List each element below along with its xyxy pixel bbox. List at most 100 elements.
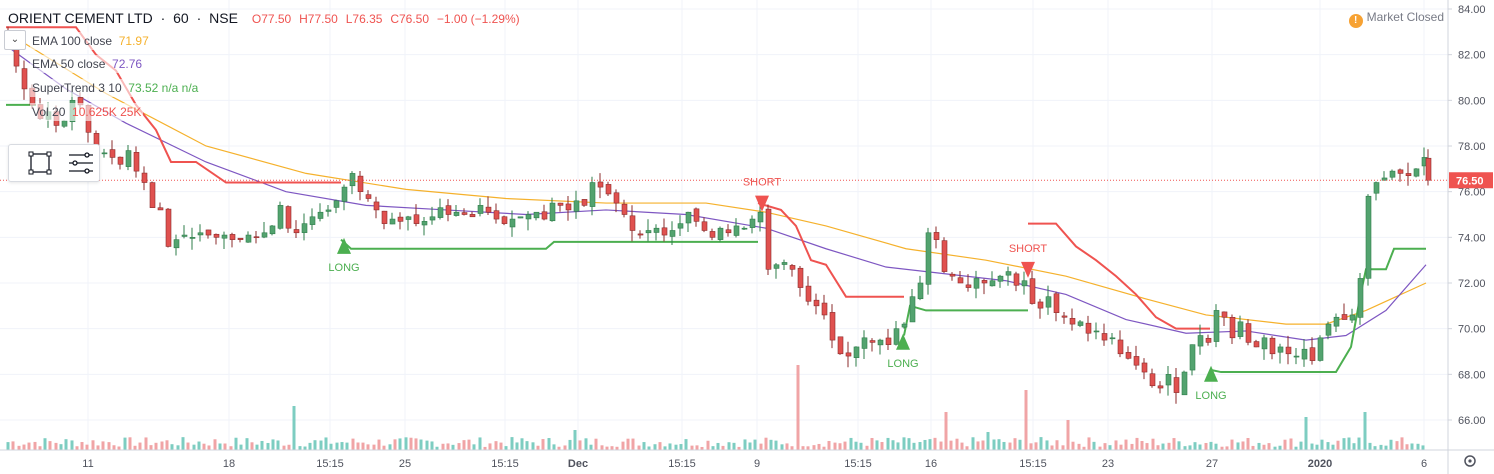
- volume-bar: [43, 438, 47, 450]
- candle-body: [205, 229, 212, 236]
- volume-bar: [1204, 442, 1208, 450]
- list-settings-icon[interactable]: [69, 152, 93, 174]
- candle-body: [757, 211, 764, 223]
- candle-body: [789, 265, 796, 270]
- settings-gear-icon[interactable]: [1464, 455, 1476, 467]
- candle-body: [213, 233, 220, 238]
- market-status[interactable]: ! Market Closed: [1348, 10, 1444, 28]
- ema100-line: [5, 31, 1427, 325]
- volume-bar: [918, 442, 922, 450]
- ema100-path: [5, 31, 1427, 325]
- symbol-header: ORIENT CEMENT LTD · 60 · NSE O77.50 H77.…: [8, 10, 520, 26]
- volume-bar: [547, 438, 551, 450]
- volume-bar: [260, 440, 264, 450]
- volume-bar: [1347, 437, 1351, 450]
- volume-bar: [1405, 444, 1409, 450]
- volume-bar: [1236, 442, 1240, 450]
- candle-body: [1397, 169, 1404, 174]
- candle-body: [565, 203, 572, 211]
- candle-body: [477, 205, 484, 214]
- volume-bar: [1024, 390, 1028, 450]
- volume-bar: [812, 445, 816, 450]
- indicator-ema100[interactable]: EMA 100 close 71.97: [30, 32, 151, 50]
- long-arrow-icon: [337, 237, 351, 254]
- volume-bar: [1013, 438, 1017, 450]
- candle-body: [773, 264, 780, 269]
- candle-body: [989, 280, 996, 287]
- rectangle-select-icon[interactable]: [28, 151, 52, 175]
- legend-collapse-button[interactable]: ⌄: [4, 30, 26, 50]
- volume-bar: [1177, 441, 1181, 450]
- volume-bar: [1098, 446, 1102, 450]
- candle-body: [1173, 377, 1180, 393]
- volume-bar: [716, 442, 720, 450]
- candle-body: [1285, 346, 1292, 355]
- volume-bar: [377, 439, 381, 450]
- price-tick-label: 72.00: [1458, 278, 1486, 290]
- volume-bar: [271, 439, 275, 450]
- volume-bar: [1251, 445, 1255, 450]
- volume-bar: [239, 444, 243, 450]
- volume-bar: [1220, 446, 1224, 450]
- volume-bar: [345, 442, 349, 450]
- candle-body: [749, 218, 756, 228]
- indicator-ema50[interactable]: EMA 50 close 72.76: [30, 55, 145, 73]
- candle-body: [269, 225, 276, 235]
- indicator-volume[interactable]: Vol 20 10.625K 25K: [30, 103, 144, 121]
- volume-bar: [1230, 439, 1234, 450]
- volume-bar: [753, 439, 757, 450]
- volume-bar: [955, 438, 959, 450]
- volume-bar: [880, 442, 884, 450]
- volume-bar: [234, 437, 238, 450]
- time-tick-label: Dec: [568, 458, 588, 470]
- volume-bar: [287, 444, 291, 450]
- volume-bar: [1379, 444, 1383, 450]
- volume-bar: [578, 440, 582, 450]
- supertrend-line: [6, 26, 1426, 374]
- volume-bar: [361, 442, 365, 450]
- volume-bar: [176, 445, 180, 450]
- volume-bar: [1039, 437, 1043, 450]
- candle-body: [317, 211, 324, 219]
- candle-body: [861, 337, 868, 349]
- candle-body: [909, 296, 916, 323]
- candle-body: [453, 211, 460, 216]
- volume-bar: [780, 444, 784, 450]
- candle-body: [661, 227, 668, 236]
- candlesticks: [5, 26, 1432, 404]
- indicator-supertrend[interactable]: SuperTrend 3 10 73.52 n/a n/a: [30, 79, 201, 97]
- candle-body: [237, 237, 244, 240]
- candle-body: [853, 346, 860, 358]
- candle-body: [685, 211, 692, 224]
- candle-body: [253, 236, 260, 239]
- gear-ring: [1464, 455, 1476, 467]
- volume-bar: [1400, 437, 1404, 450]
- volume-bar: [626, 438, 630, 450]
- volume-bar: [642, 442, 646, 450]
- candle-body: [733, 225, 740, 236]
- volume-bar: [1304, 417, 1308, 450]
- volume-bar: [499, 442, 503, 450]
- ohlc-close: C76.50: [390, 12, 430, 26]
- volume-bar: [1103, 443, 1107, 450]
- volume-bars: [6, 365, 1425, 450]
- volume-bar: [202, 443, 206, 450]
- volume-bar: [128, 437, 132, 450]
- volume-bar: [1389, 439, 1393, 450]
- volume-bar: [1209, 441, 1213, 450]
- volume-bar: [907, 438, 911, 450]
- candle-body: [1093, 330, 1100, 333]
- volume-bar: [960, 442, 964, 450]
- interval: 60: [173, 10, 189, 26]
- candle-body: [925, 232, 932, 285]
- volume-bar: [1087, 437, 1091, 450]
- volume-bar: [859, 442, 863, 450]
- candle-body: [1261, 337, 1268, 350]
- volume-bar: [976, 441, 980, 450]
- volume-bar: [1124, 439, 1128, 450]
- volume-bar: [563, 445, 567, 450]
- volume-bar: [11, 441, 15, 450]
- volume-bar: [933, 437, 937, 450]
- volume-bar: [1092, 441, 1096, 450]
